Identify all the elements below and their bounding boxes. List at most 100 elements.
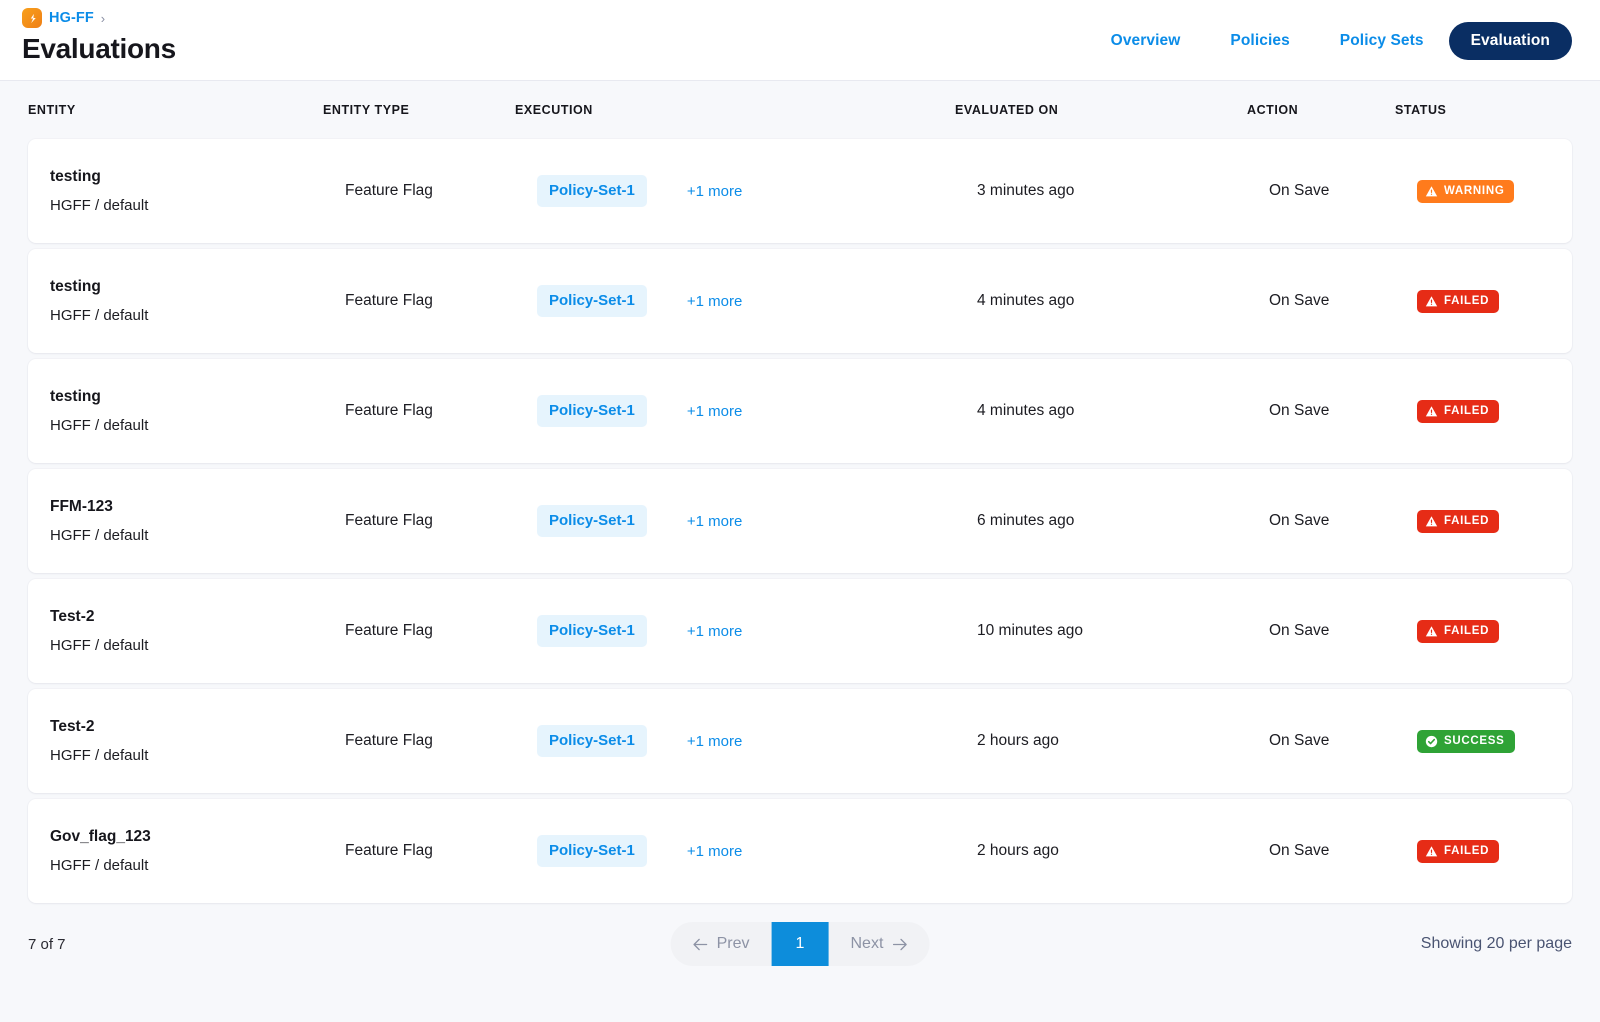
cell-action: On Save	[1269, 402, 1330, 419]
cell-evaluated-on: 4 minutes ago	[977, 402, 1075, 419]
cell-entity: Test-2 HGFF / default	[50, 716, 345, 767]
entity-scope: HGFF / default	[50, 746, 149, 764]
entity-name: testing	[50, 387, 101, 405]
column-header-evaluated-on: EVALUATED ON	[955, 103, 1059, 117]
more-policy-sets-link[interactable]: +1 more	[686, 732, 743, 750]
column-header-execution: EXECUTION	[515, 103, 593, 117]
page-header: HG-FF › Evaluations Overview Policies Po…	[0, 0, 1600, 81]
table-row[interactable]: Test-2 HGFF / default Feature Flag Policy-S…	[28, 689, 1572, 793]
more-policy-sets-link[interactable]: +1 more	[686, 622, 743, 640]
cell-action: On Save	[1269, 842, 1330, 859]
cell-entity: FFM-123 HGFF / default	[50, 496, 345, 547]
cell-execution: Policy-Set-1 +1 more	[537, 615, 977, 647]
pagination-next-button[interactable]: Next	[829, 922, 930, 966]
table-row[interactable]: FFM-123 HGFF / default Feature Flag Policy-…	[28, 469, 1572, 573]
cell-execution: Policy-Set-1 +1 more	[537, 175, 977, 207]
entity-name: testing	[50, 277, 101, 295]
cell-entity: testing HGFF / default	[50, 166, 345, 217]
status-badge: FAILED	[1417, 839, 1500, 863]
more-policy-sets-link[interactable]: +1 more	[686, 292, 743, 310]
arrow-left-icon	[693, 938, 708, 950]
policy-set-chip[interactable]: Policy-Set-1	[537, 395, 647, 427]
page-body: ENTITY ENTITY TYPE EXECUTION EVALUATED O…	[0, 81, 1600, 1022]
nav-link-policies[interactable]: Policies	[1230, 32, 1290, 49]
pagination-next-label: Next	[850, 935, 884, 952]
table-row[interactable]: testing HGFF / default Feature Flag Policy-…	[28, 249, 1572, 353]
table-row[interactable]: Test-2 HGFF / default Feature Flag Policy-S…	[28, 579, 1572, 683]
column-header-entity: ENTITY	[28, 103, 76, 117]
cell-evaluated-on: 3 minutes ago	[977, 182, 1075, 199]
status-badge-label: FAILED	[1444, 624, 1490, 637]
status-badge: WARNING	[1417, 179, 1515, 203]
cell-status: FAILED	[1417, 399, 1572, 423]
status-badge: FAILED	[1417, 509, 1500, 533]
cell-entity-type: Feature Flag	[345, 842, 433, 859]
table-row[interactable]: Gov_flag_123 HGFF / default Feature Flag Po…	[28, 799, 1572, 903]
cell-status: FAILED	[1417, 509, 1572, 533]
policy-set-chip[interactable]: Policy-Set-1	[537, 615, 647, 647]
warning-triangle-icon	[1425, 185, 1438, 198]
policy-set-chip[interactable]: Policy-Set-1	[537, 505, 647, 537]
cell-status: SUCCESS	[1417, 729, 1572, 753]
cell-action: On Save	[1269, 732, 1330, 749]
table-header-row: ENTITY ENTITY TYPE EXECUTION EVALUATED O…	[0, 81, 1600, 139]
entity-name: Gov_flag_123	[50, 827, 151, 845]
pagination-prev-label: Prev	[716, 935, 750, 952]
breadcrumb-link-project[interactable]: HG-FF	[49, 10, 94, 26]
arrow-right-icon	[892, 938, 907, 950]
cell-execution: Policy-Set-1 +1 more	[537, 835, 977, 867]
entity-name: testing	[50, 167, 101, 185]
harness-logo-icon	[22, 8, 42, 28]
result-count: 7 of 7	[28, 935, 66, 953]
entity-name: Test-2	[50, 717, 95, 735]
cell-status: WARNING	[1417, 179, 1572, 203]
policy-set-chip[interactable]: Policy-Set-1	[537, 725, 647, 757]
cell-action: On Save	[1269, 182, 1330, 199]
column-header-status: STATUS	[1395, 103, 1447, 117]
cell-evaluated-on: 2 hours ago	[977, 732, 1059, 749]
header-left: HG-FF › Evaluations	[22, 7, 176, 66]
cell-execution: Policy-Set-1 +1 more	[537, 395, 977, 427]
policy-set-chip[interactable]: Policy-Set-1	[537, 835, 647, 867]
cell-entity: testing HGFF / default	[50, 276, 345, 327]
status-badge: FAILED	[1417, 619, 1500, 643]
policy-set-chip[interactable]: Policy-Set-1	[537, 175, 647, 207]
table-row[interactable]: testing HGFF / default Feature Flag Policy-…	[28, 139, 1572, 243]
table-row[interactable]: testing HGFF / default Feature Flag Policy-…	[28, 359, 1572, 463]
more-policy-sets-link[interactable]: +1 more	[686, 182, 743, 200]
table-footer: 7 of 7 Prev 1 Next Showing 20 per page	[0, 903, 1600, 985]
cell-action: On Save	[1269, 512, 1330, 529]
status-badge-label: FAILED	[1444, 294, 1490, 307]
page-title: Evaluations	[22, 33, 176, 64]
nav-link-overview[interactable]: Overview	[1110, 32, 1181, 49]
cell-entity-type: Feature Flag	[345, 512, 433, 529]
cell-evaluated-on: 2 hours ago	[977, 842, 1059, 859]
cell-entity-type: Feature Flag	[345, 402, 433, 419]
pagination-page-1[interactable]: 1	[771, 922, 829, 966]
page-size-label[interactable]: Showing 20 per page	[1420, 935, 1572, 952]
policy-set-chip[interactable]: Policy-Set-1	[537, 285, 647, 317]
pagination-prev-button[interactable]: Prev	[671, 922, 772, 966]
nav-link-evaluation[interactable]: Evaluation	[1448, 22, 1572, 60]
nav-link-policy-sets[interactable]: Policy Sets	[1339, 32, 1424, 49]
pagination: Prev 1 Next	[670, 922, 930, 966]
entity-scope: HGFF / default	[50, 526, 149, 544]
cell-entity: testing HGFF / default	[50, 386, 345, 437]
cell-entity-type: Feature Flag	[345, 292, 433, 309]
more-policy-sets-link[interactable]: +1 more	[686, 402, 743, 420]
cell-status: FAILED	[1417, 839, 1572, 863]
status-badge-label: FAILED	[1444, 514, 1490, 527]
status-badge-label: FAILED	[1444, 844, 1490, 857]
primary-nav: Overview Policies Policy Sets Evaluation	[1086, 22, 1572, 66]
more-policy-sets-link[interactable]: +1 more	[686, 512, 743, 530]
cell-status: FAILED	[1417, 289, 1572, 313]
cell-evaluated-on: 10 minutes ago	[977, 622, 1083, 639]
cell-entity-type: Feature Flag	[345, 622, 433, 639]
more-policy-sets-link[interactable]: +1 more	[686, 842, 743, 860]
cell-execution: Policy-Set-1 +1 more	[537, 285, 977, 317]
entity-scope: HGFF / default	[50, 196, 149, 214]
cell-evaluated-on: 6 minutes ago	[977, 512, 1075, 529]
cell-execution: Policy-Set-1 +1 more	[537, 725, 977, 757]
status-badge-label: SUCCESS	[1444, 734, 1505, 747]
